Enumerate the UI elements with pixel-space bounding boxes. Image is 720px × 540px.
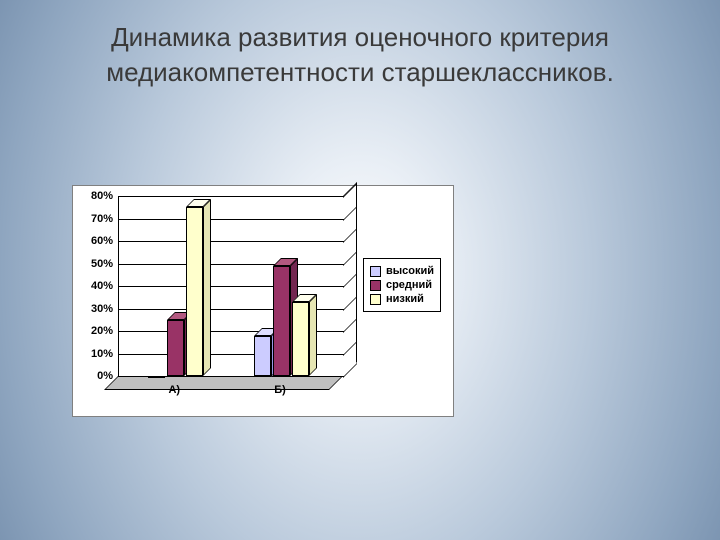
- y-axis-tick-label: 0%: [73, 370, 113, 382]
- legend-swatch-icon: [370, 266, 381, 277]
- y-axis-tick-label: 70%: [73, 213, 113, 225]
- title-line-1: Динамика развития оценочного критерия: [111, 22, 609, 52]
- gridline: [119, 196, 344, 197]
- y-axis-tick-label: 10%: [73, 348, 113, 360]
- x-axis-tick-label: А): [159, 384, 189, 396]
- chart-backwall-right: [343, 182, 357, 376]
- y-axis-tick-label: 40%: [73, 280, 113, 292]
- chart-legend: высокий средний низкий: [363, 258, 441, 312]
- bar-chart: 0% 10% 20% 30% 40% 50% 60% 70% 80% А) Б) высокий …: [72, 185, 454, 417]
- legend-label: низкий: [386, 293, 424, 305]
- legend-label: высокий: [386, 265, 434, 277]
- slide-title: Динамика развития оценочного критерия ме…: [0, 20, 720, 90]
- chart-floor: [104, 376, 343, 390]
- legend-item: высокий: [370, 265, 434, 277]
- y-axis-tick-label: 60%: [73, 235, 113, 247]
- legend-item: низкий: [370, 293, 434, 305]
- title-line-2: медиакомпетентности старшеклассников.: [106, 57, 614, 87]
- bar: [254, 336, 271, 377]
- y-axis-tick-label: 30%: [73, 303, 113, 315]
- legend-swatch-icon: [370, 280, 381, 291]
- bar: [167, 320, 184, 376]
- chart-plot-area: [118, 196, 344, 377]
- legend-item: средний: [370, 279, 434, 291]
- bar: [186, 207, 203, 376]
- legend-label: средний: [386, 279, 432, 291]
- y-axis-tick-label: 20%: [73, 325, 113, 337]
- legend-swatch-icon: [370, 294, 381, 305]
- y-axis-tick-label: 50%: [73, 258, 113, 270]
- bar-group: [147, 207, 204, 376]
- bar: [292, 302, 309, 376]
- bar: [273, 266, 290, 376]
- bar-group: [253, 266, 310, 376]
- x-axis-tick-label: Б): [265, 384, 295, 396]
- y-axis-tick-label: 80%: [73, 190, 113, 202]
- slide: Динамика развития оценочного критерия ме…: [0, 0, 720, 540]
